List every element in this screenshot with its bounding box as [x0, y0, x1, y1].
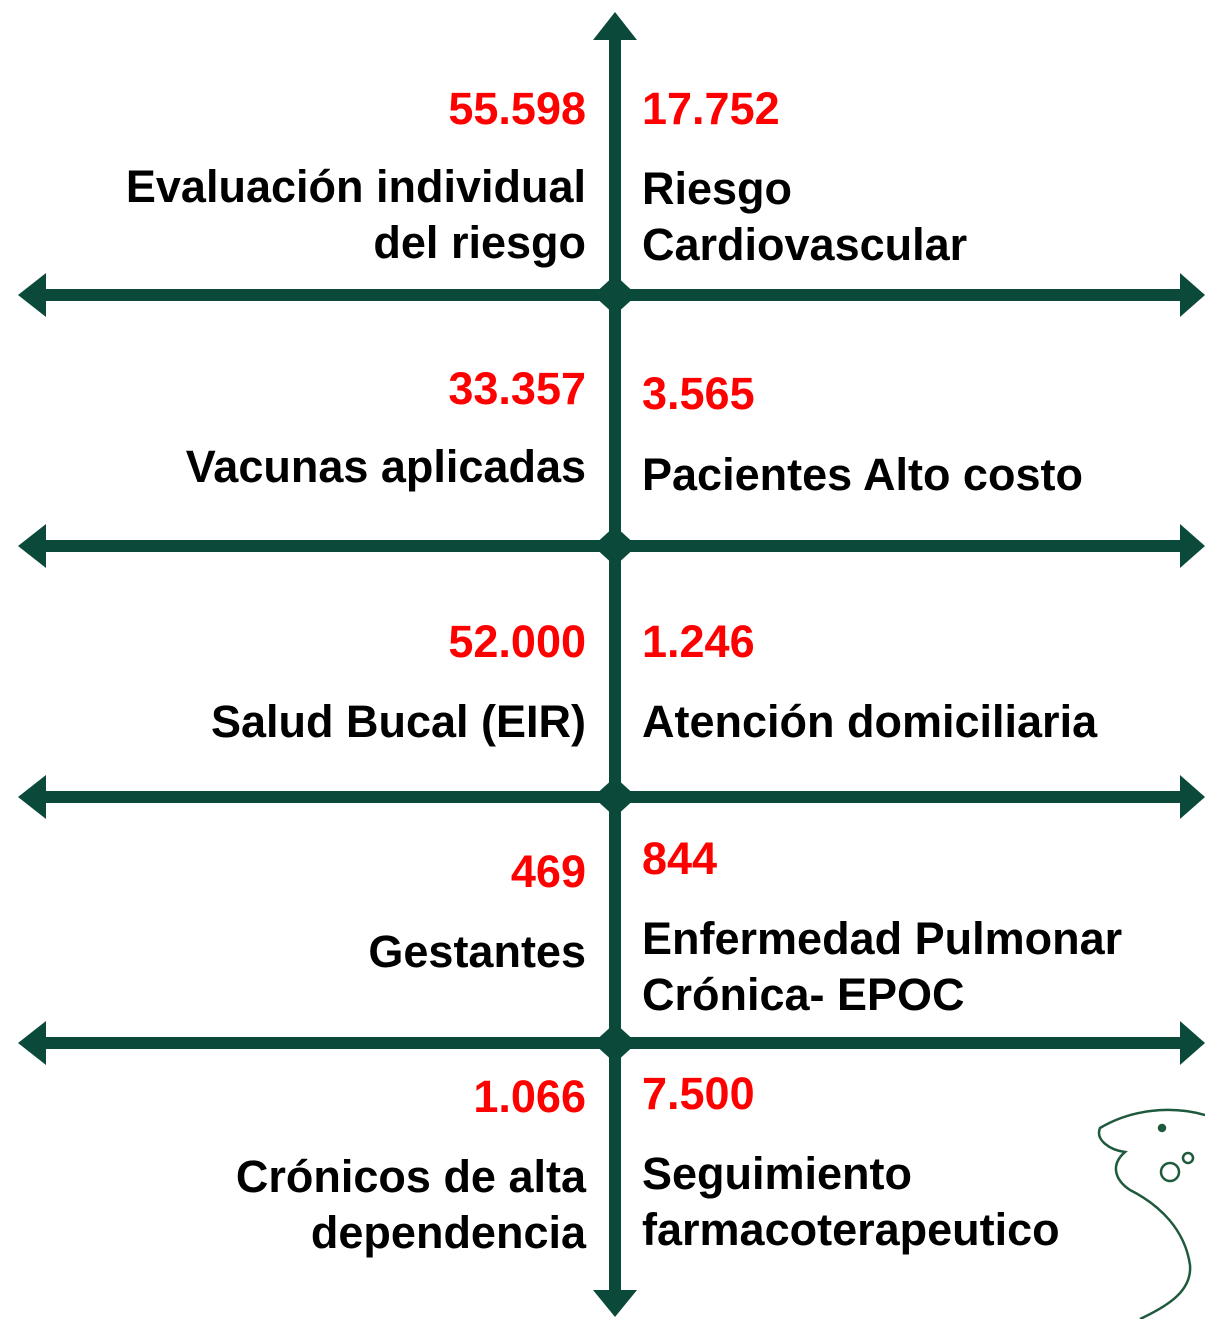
label: del riesgo: [373, 217, 586, 268]
page: 55.598 Evaluación individualdel riesgo 17.…: [0, 0, 1205, 1319]
node-diamond: [593, 275, 637, 315]
lizard-icon: [1099, 1110, 1205, 1319]
label: Crónica- EPOC: [642, 969, 965, 1020]
arrow-left: [18, 524, 46, 568]
value: 33.357: [448, 363, 586, 414]
value: 17.752: [642, 83, 780, 134]
label: Cardiovascular: [642, 219, 967, 270]
label: Evaluación individual: [126, 161, 586, 212]
value: 1.066: [473, 1071, 586, 1122]
value: 52.000: [448, 616, 586, 667]
label: Atención domiciliaria: [642, 696, 1098, 747]
arrow-left: [18, 775, 46, 819]
diagram: 55.598 Evaluación individualdel riesgo 17.…: [0, 0, 1205, 1319]
label: Salud Bucal (EIR): [211, 696, 586, 747]
arrow-right: [1180, 524, 1205, 568]
value: 55.598: [448, 83, 586, 134]
arrow-right: [1180, 273, 1205, 317]
label: Vacunas aplicadas: [186, 441, 586, 492]
arrow-right: [1180, 775, 1205, 819]
node-diamond: [593, 777, 637, 817]
value: 844: [642, 833, 717, 884]
arrow-right: [1180, 1021, 1205, 1065]
node-diamond: [593, 526, 637, 566]
label: dependencia: [311, 1207, 587, 1258]
value: 3.565: [642, 368, 755, 419]
arrow-down: [593, 1290, 637, 1317]
label: Gestantes: [368, 926, 586, 977]
label: farmacoterapeutico: [642, 1204, 1060, 1255]
vertical-line: [609, 35, 621, 1290]
label: Seguimiento: [642, 1148, 912, 1199]
label: Pacientes Alto costo: [642, 449, 1083, 500]
value: 1.246: [642, 616, 755, 667]
arrow-left: [18, 273, 46, 317]
arrow-left: [18, 1021, 46, 1065]
value: 7.500: [642, 1068, 755, 1119]
label: Riesgo: [642, 163, 792, 214]
arrow-up: [593, 12, 637, 40]
node-diamond: [593, 1023, 637, 1063]
label: Enfermedad Pulmonar: [642, 913, 1122, 964]
value: 469: [511, 846, 586, 897]
label: Crónicos de alta: [236, 1151, 587, 1202]
